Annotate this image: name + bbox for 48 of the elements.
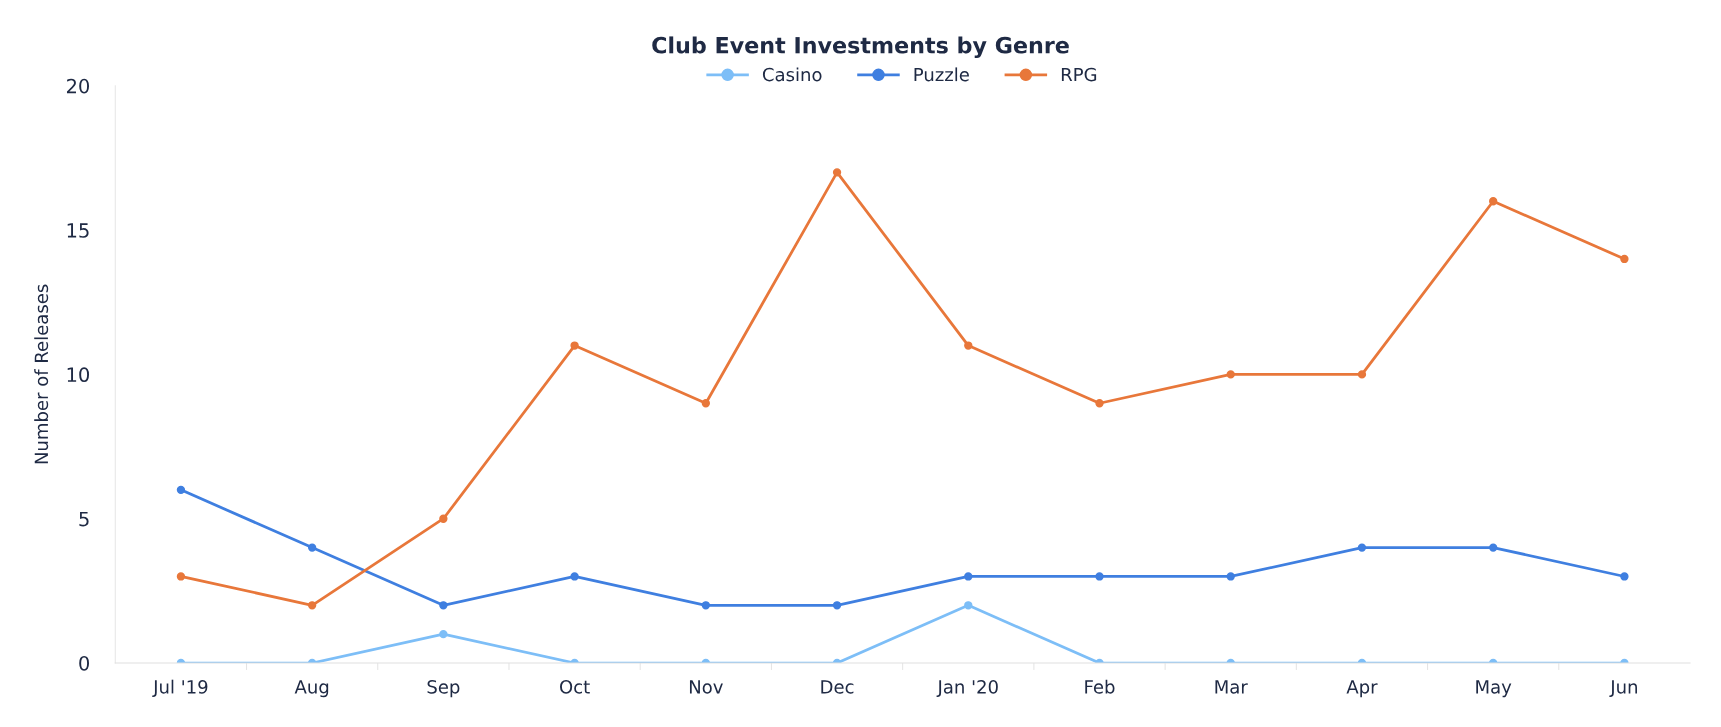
y-tick-label: 10 bbox=[67, 367, 90, 383]
y-tick-label: 15 bbox=[67, 223, 89, 238]
point bbox=[1095, 572, 1104, 581]
point bbox=[701, 601, 710, 610]
point bbox=[1357, 543, 1367, 552]
x-tick-label: Feb bbox=[1085, 679, 1115, 694]
x-tick-label: Jun bbox=[1609, 680, 1637, 698]
point bbox=[439, 514, 448, 523]
point bbox=[1620, 572, 1629, 581]
point bbox=[964, 601, 973, 610]
x-tick-label: May bbox=[1476, 680, 1512, 698]
point bbox=[964, 572, 973, 581]
x-tick-label: Oct bbox=[560, 680, 590, 694]
point bbox=[832, 601, 842, 610]
legend-label: Puzzle bbox=[914, 67, 969, 82]
legend-label: Casino bbox=[762, 67, 822, 82]
x-tick-label: Jul '19 bbox=[152, 679, 208, 698]
x-tick-label: Jan '20 bbox=[936, 680, 998, 698]
point bbox=[570, 572, 579, 581]
x-tick-label: Sep bbox=[427, 680, 460, 698]
point bbox=[570, 341, 579, 350]
point bbox=[1226, 370, 1235, 379]
point bbox=[1226, 572, 1235, 581]
point bbox=[176, 485, 186, 495]
chart-title: Club Event Investments by Genre bbox=[652, 36, 1069, 59]
point bbox=[701, 399, 710, 408]
x-tick-label: Aug bbox=[294, 680, 329, 698]
point bbox=[1489, 197, 1498, 206]
point bbox=[1489, 543, 1498, 552]
point bbox=[176, 572, 186, 581]
y-tick-label: 5 bbox=[79, 511, 89, 527]
x-tick-label: Nov bbox=[689, 680, 723, 694]
point bbox=[307, 543, 317, 552]
point bbox=[1095, 399, 1104, 408]
point bbox=[439, 629, 448, 639]
point bbox=[307, 601, 317, 610]
point bbox=[832, 168, 842, 177]
point bbox=[964, 341, 973, 350]
point bbox=[1620, 254, 1629, 264]
point bbox=[1357, 370, 1367, 379]
x-tick-label: Dec bbox=[821, 680, 854, 694]
legend-label: RPG bbox=[1061, 67, 1097, 82]
y-tick-label: 0 bbox=[79, 655, 90, 671]
x-tick-label: Apr bbox=[1346, 680, 1378, 698]
point bbox=[439, 601, 448, 610]
y-tick-label: 20 bbox=[66, 78, 90, 94]
y-axis-title: Number of Releases bbox=[34, 284, 49, 464]
x-tick-label: Mar bbox=[1215, 680, 1248, 694]
